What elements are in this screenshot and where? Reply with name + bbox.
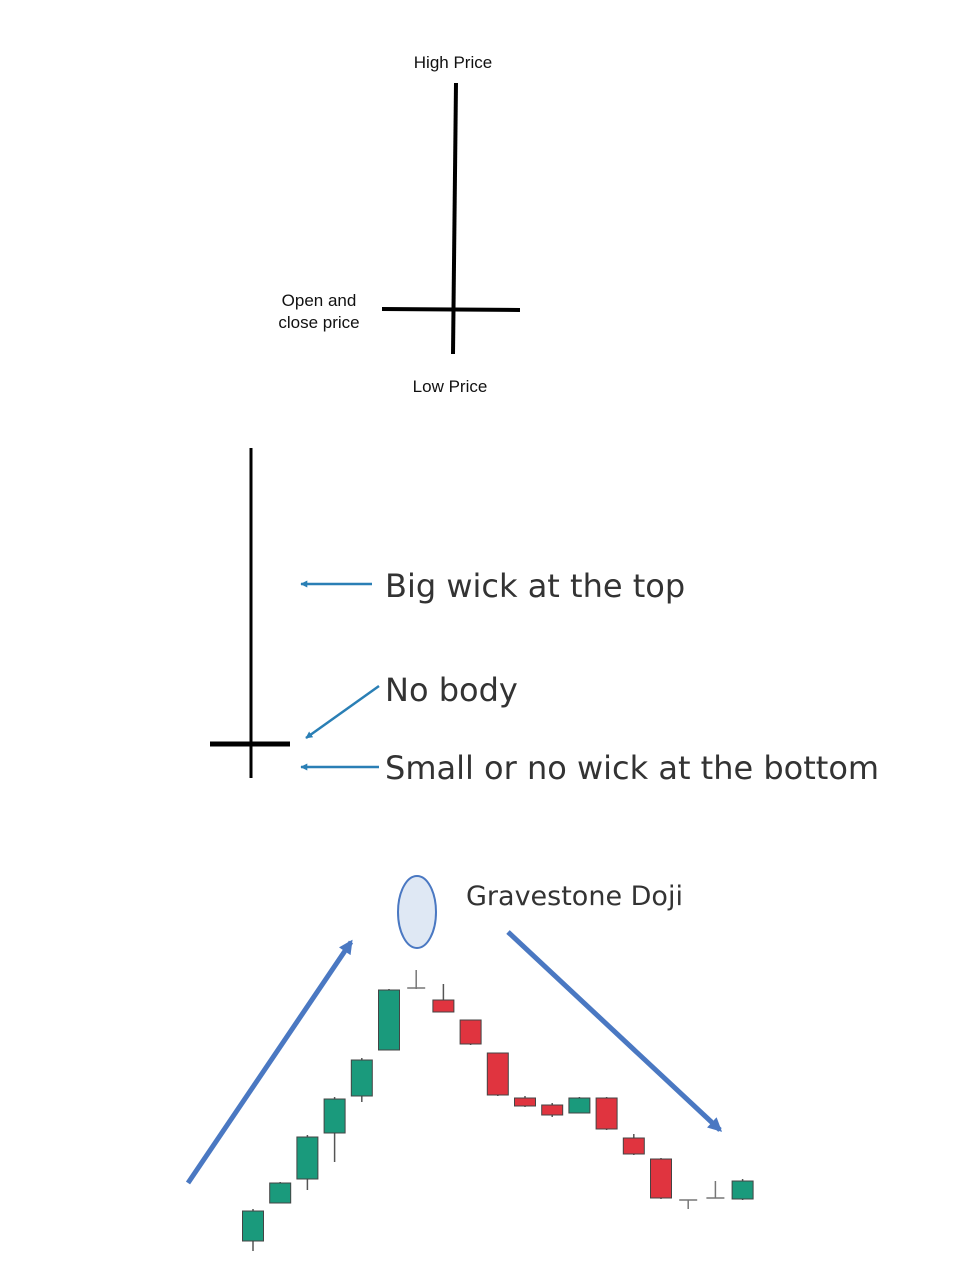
bullish-candle bbox=[350, 1059, 373, 1097]
uptrend-arrow bbox=[185, 939, 354, 1185]
anatomy-wick bbox=[451, 82, 458, 355]
bearish-candle bbox=[514, 1097, 536, 1107]
bearish-candle bbox=[622, 1137, 645, 1155]
bearish-candle bbox=[486, 1052, 509, 1096]
gravestone-annotated: Big wick at the top No body Small or no … bbox=[210, 448, 879, 787]
candlestick-series bbox=[242, 970, 754, 1251]
anatomy-body-line bbox=[381, 307, 521, 312]
no-body-label: No body bbox=[385, 671, 518, 709]
bearish-candle bbox=[459, 1019, 482, 1045]
pattern-title: Gravestone Doji bbox=[466, 881, 683, 912]
bullish-candle bbox=[296, 1136, 319, 1180]
no-body-arrow bbox=[305, 684, 380, 740]
pattern-chart: Gravestone Doji bbox=[185, 875, 754, 1251]
bullish-candle bbox=[269, 1182, 292, 1204]
bearish-candle bbox=[541, 1104, 564, 1116]
bullish-candle bbox=[323, 1098, 346, 1134]
bottom-wick-label: Small or no wick at the bottom bbox=[385, 749, 879, 787]
open-close-label-line1: Open and bbox=[282, 291, 357, 310]
doji-anatomy: High Price Open and close price Low Pric… bbox=[278, 53, 521, 396]
doji-highlight-circle bbox=[397, 875, 437, 949]
bearish-candle bbox=[650, 1158, 672, 1199]
high-price-label: High Price bbox=[414, 53, 492, 72]
top-wick-label: Big wick at the top bbox=[385, 567, 685, 605]
bullish-candle bbox=[568, 1097, 591, 1114]
bullish-candle bbox=[378, 989, 400, 1051]
open-close-label-line2: close price bbox=[278, 313, 359, 332]
bearish-candle bbox=[432, 999, 455, 1013]
low-price-label: Low Price bbox=[413, 377, 488, 396]
bullish-candle bbox=[731, 1180, 754, 1200]
downtrend-arrow bbox=[506, 930, 723, 1132]
bearish-candle bbox=[595, 1097, 618, 1130]
bullish-candle bbox=[242, 1210, 264, 1242]
